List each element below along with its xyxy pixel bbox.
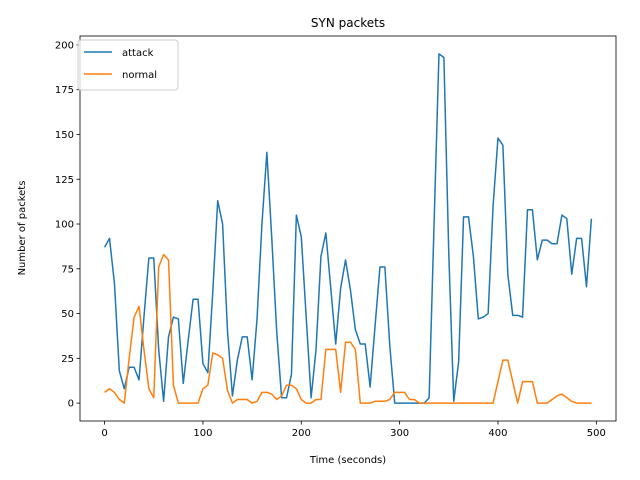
- y-tick-label: 50: [61, 309, 74, 320]
- x-axis-ticks: 0 100 200 300 400 500: [101, 421, 606, 439]
- x-tick-label: 100: [193, 428, 212, 439]
- y-axis-label: Number of packets: [17, 181, 28, 276]
- x-tick-label: 300: [390, 428, 409, 439]
- legend-label-attack: attack: [122, 48, 154, 59]
- y-tick-label: 200: [55, 40, 74, 51]
- x-axis-label: Time (seconds): [309, 455, 386, 466]
- y-tick-label: 125: [55, 175, 74, 186]
- y-tick-label: 100: [55, 220, 74, 231]
- y-tick-label: 25: [61, 354, 74, 365]
- y-tick-label: 75: [61, 264, 74, 275]
- legend: attack normal: [77, 39, 179, 91]
- x-tick-label: 200: [292, 428, 311, 439]
- axes-frame: [79, 35, 617, 422]
- y-tick-label: 150: [55, 130, 74, 141]
- x-tick-label: 400: [488, 428, 507, 439]
- x-tick-label: 500: [587, 428, 606, 439]
- y-tick-label: 175: [55, 85, 74, 96]
- chart-title: SYN packets: [311, 16, 385, 30]
- y-axis-ticks: 0 25 50 75 100 125 150 175 200: [55, 40, 80, 410]
- y-tick-label: 0: [68, 399, 74, 410]
- series-line-normal: [104, 253, 592, 404]
- series-line-attack: [103, 53, 593, 404]
- plot-area: [103, 53, 593, 404]
- legend-label-normal: normal: [122, 70, 157, 81]
- x-tick-label: 0: [101, 428, 107, 439]
